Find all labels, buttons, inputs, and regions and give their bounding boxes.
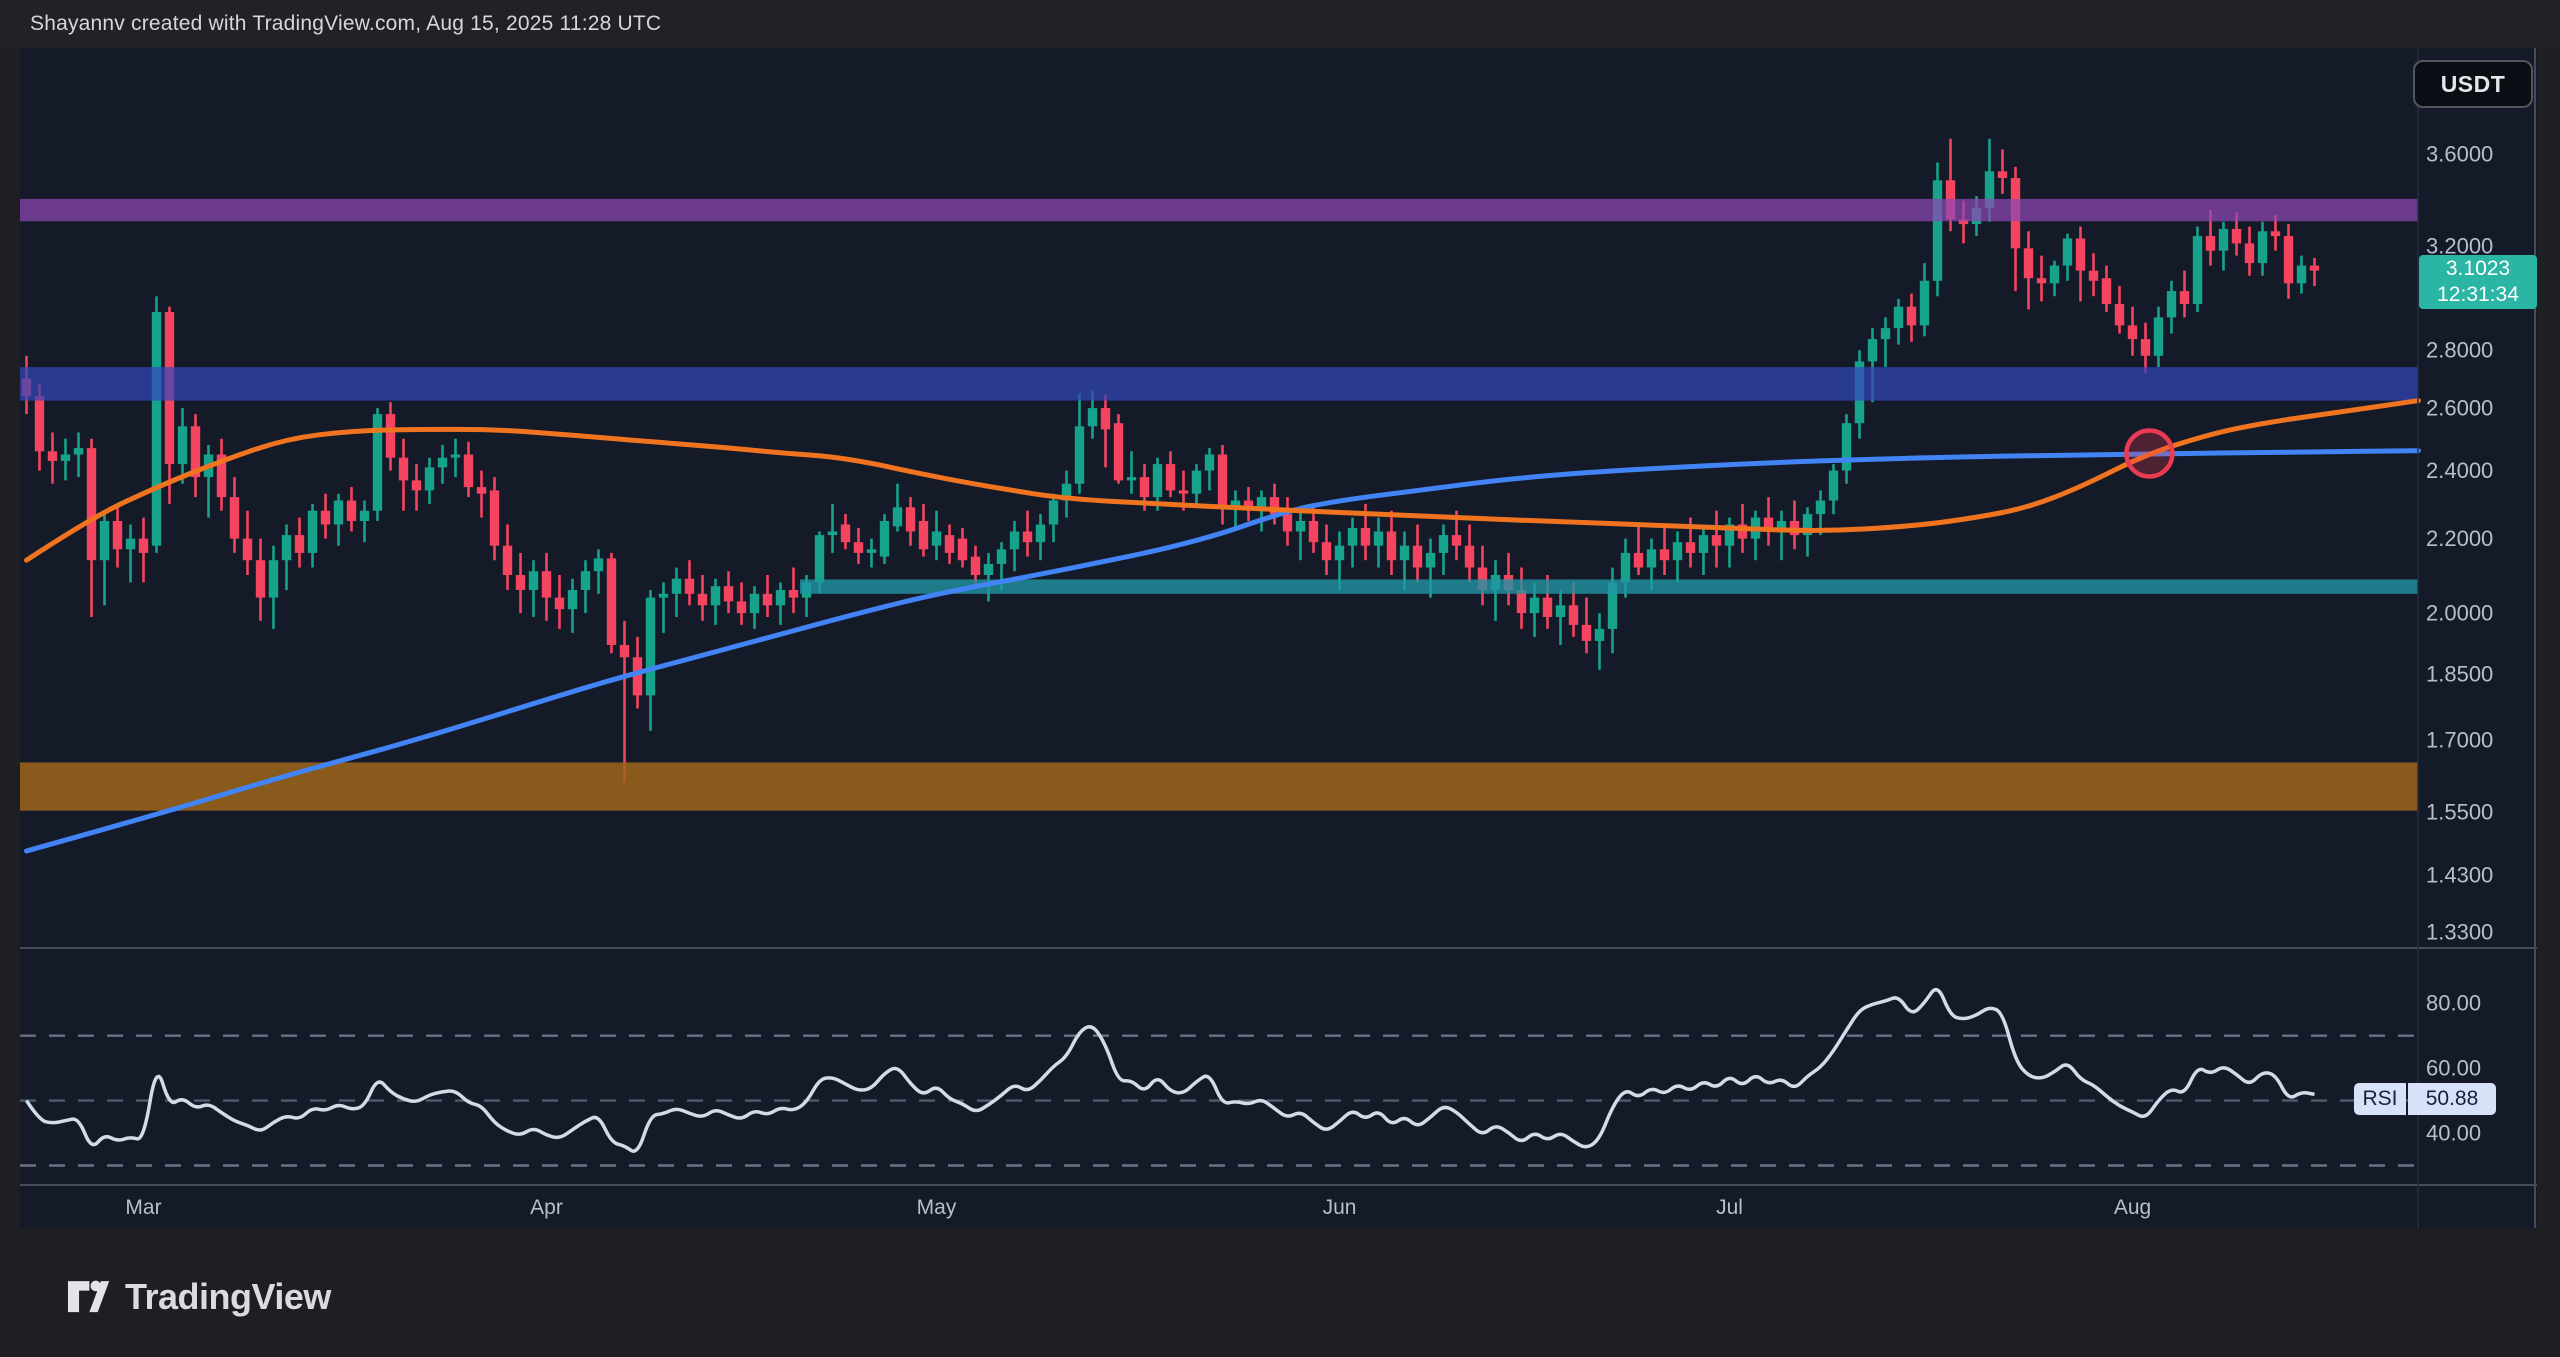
- svg-text:May: May: [917, 1196, 957, 1219]
- svg-text:1.7000: 1.7000: [2426, 728, 2493, 753]
- quote-currency-label: USDT: [2440, 70, 2506, 97]
- svg-text:3.6000: 3.6000: [2426, 141, 2493, 166]
- svg-text:40.00: 40.00: [2426, 1121, 2481, 1146]
- quote-currency-button[interactable]: USDT: [2413, 60, 2533, 108]
- svg-text:1.3300: 1.3300: [2426, 919, 2493, 944]
- svg-text:60.00: 60.00: [2426, 1056, 2481, 1081]
- svg-text:1.4300: 1.4300: [2426, 863, 2493, 888]
- svg-text:80.00: 80.00: [2426, 991, 2481, 1016]
- svg-text:2.2000: 2.2000: [2426, 526, 2493, 551]
- attribution-text: Shayannv created with TradingView.com, A…: [30, 12, 662, 35]
- ma-fast-line: [24, 398, 2421, 563]
- tradingview-wordmark: TradingView: [125, 1276, 331, 1317]
- resistance-zone-purple[interactable]: [20, 198, 2418, 222]
- pane-separators[interactable]: [20, 48, 2537, 1228]
- attribution-bar: Shayannv created with TradingView.com, A…: [0, 0, 2560, 48]
- svg-text:2.6000: 2.6000: [2426, 396, 2493, 421]
- tradingview-watermark[interactable]: TradingView: [64, 1272, 331, 1322]
- svg-text:2.8000: 2.8000: [2426, 338, 2493, 363]
- price-axis[interactable]: 3.6000 3.2000 2.8000 2.6000 2.4000 2.2000 2.00…: [2426, 141, 2493, 944]
- rsi-axis[interactable]: 80.00 60.00 40.00: [2426, 991, 2481, 1146]
- svg-text:Aug: Aug: [2114, 1196, 2151, 1219]
- bar-close-countdown: 12:31:34: [2437, 283, 2519, 306]
- svg-text:Apr: Apr: [530, 1196, 563, 1219]
- current-price-value: 3.1023: [2445, 257, 2511, 280]
- svg-text:2.4000: 2.4000: [2426, 458, 2493, 483]
- svg-text:3.2000: 3.2000: [2426, 233, 2493, 258]
- resistance-zone-blue[interactable]: [20, 367, 2418, 401]
- ma-slow-line: [24, 448, 2421, 854]
- svg-text:Jul: Jul: [1716, 1196, 1743, 1219]
- svg-text:Mar: Mar: [125, 1196, 161, 1219]
- svg-text:Jun: Jun: [1323, 1196, 1357, 1219]
- candlestick-series: [21, 138, 2320, 783]
- support-zone-brown[interactable]: [20, 762, 2418, 811]
- chart-background: [20, 48, 2537, 1228]
- time-axis[interactable]: Mar Apr May Jun Jul Aug: [125, 1196, 2151, 1219]
- current-price-badge: 3.1023 12:31:34: [2419, 255, 2537, 309]
- rsi-line: [25, 987, 2315, 1153]
- svg-text:2.0000: 2.0000: [2426, 601, 2493, 626]
- rsi-current-value: 50.88: [2408, 1083, 2496, 1115]
- svg-text:1.8500: 1.8500: [2426, 662, 2493, 687]
- rsi-value-badge: RSI 50.88: [2354, 1083, 2496, 1115]
- tradingview-logo-icon: [67, 1280, 110, 1313]
- svg-text:1.5500: 1.5500: [2426, 800, 2493, 825]
- rsi-label: RSI: [2354, 1083, 2406, 1115]
- support-zone-teal[interactable]: [800, 579, 2418, 594]
- ma-crossover-highlight[interactable]: [2124, 428, 2175, 479]
- rsi-level-lines: [20, 1034, 2418, 1167]
